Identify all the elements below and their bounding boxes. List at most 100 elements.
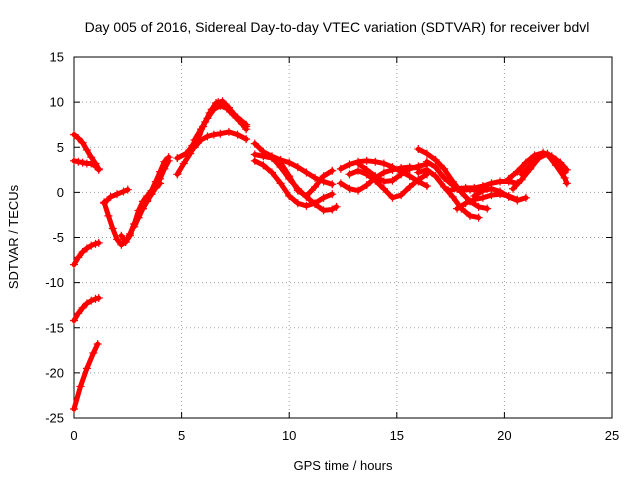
data-point xyxy=(74,309,83,318)
data-point xyxy=(431,172,440,181)
data-point xyxy=(405,164,414,173)
series-arc-g1 xyxy=(444,177,522,195)
data-point xyxy=(388,193,397,202)
data-point xyxy=(293,163,302,172)
data-point xyxy=(483,204,492,213)
y-axis-label: SDTVAR / TECUs xyxy=(6,184,21,289)
data-point xyxy=(513,196,522,205)
data-point xyxy=(345,160,354,169)
data-point xyxy=(74,134,83,143)
data-point xyxy=(70,316,78,325)
data-point xyxy=(216,129,225,138)
data-point xyxy=(87,241,96,250)
y-tick-label: -15 xyxy=(45,320,64,335)
data-point xyxy=(117,240,126,249)
data-point xyxy=(336,164,345,173)
data-point xyxy=(138,204,147,213)
data-point xyxy=(453,184,462,193)
y-tick-label: -5 xyxy=(52,230,64,245)
data-point xyxy=(422,149,431,158)
data-point xyxy=(267,153,276,162)
data-point xyxy=(151,182,160,191)
data-point xyxy=(302,192,311,201)
data-point xyxy=(440,173,449,182)
y-tick-label: 15 xyxy=(50,50,64,65)
data-point xyxy=(332,202,341,211)
data-point xyxy=(203,114,212,123)
data-point xyxy=(89,349,98,358)
series-trace xyxy=(252,158,335,209)
data-point xyxy=(534,152,543,161)
data-point xyxy=(285,191,294,200)
data-point xyxy=(354,166,363,175)
data-point xyxy=(487,184,496,193)
grid-lines xyxy=(74,57,612,418)
data-point xyxy=(414,145,423,154)
data-point xyxy=(470,191,479,200)
data-point xyxy=(196,125,205,134)
data-point xyxy=(461,183,470,192)
y-tick-label: 0 xyxy=(57,185,64,200)
data-point xyxy=(91,159,100,168)
series-arc-e3 xyxy=(345,166,431,202)
data-point xyxy=(94,164,103,173)
data-point xyxy=(70,130,78,139)
y-tick-labels: -25 -20 -15 -10 -5 0 5 10 15 xyxy=(45,50,64,426)
series-arc-b4 xyxy=(130,156,173,231)
data-point xyxy=(453,204,462,213)
data-point xyxy=(521,193,530,202)
data-point xyxy=(319,206,328,215)
series-arc-a3 xyxy=(70,238,103,269)
data-point xyxy=(405,172,414,181)
y-tick-label: -25 xyxy=(45,411,64,426)
axis-ticks xyxy=(73,56,613,419)
data-point xyxy=(328,180,337,189)
y-tick-label: 5 xyxy=(57,140,64,155)
series-arc-a2 xyxy=(70,293,103,325)
data-point xyxy=(70,156,78,165)
data-point xyxy=(354,159,363,168)
data-point xyxy=(188,141,197,150)
series-trace xyxy=(338,164,421,194)
data-point xyxy=(76,382,85,391)
y-tick-label: -10 xyxy=(45,275,64,290)
data-point xyxy=(388,176,397,185)
data-point xyxy=(134,213,143,222)
data-point xyxy=(119,187,128,196)
data-point xyxy=(216,101,225,110)
data-point xyxy=(345,170,354,179)
data-point xyxy=(302,201,311,210)
data-point xyxy=(181,150,190,159)
data-point xyxy=(496,187,505,196)
data-point xyxy=(74,253,83,262)
data-point xyxy=(448,192,457,201)
data-point xyxy=(113,235,122,244)
data-point xyxy=(496,177,505,186)
data-point xyxy=(233,130,242,139)
data-point xyxy=(209,105,218,114)
data-point xyxy=(328,205,337,214)
data-point xyxy=(100,198,109,207)
data-point xyxy=(242,122,251,131)
data-point xyxy=(543,150,552,159)
data-point xyxy=(209,130,218,139)
series-arc-g3 xyxy=(470,184,530,205)
data-point xyxy=(259,152,268,161)
series-arc-h3 xyxy=(517,150,571,188)
x-tick-label: 5 xyxy=(178,428,185,443)
data-point xyxy=(517,170,526,179)
x-tick-label: 20 xyxy=(497,428,511,443)
data-point xyxy=(93,339,102,348)
series-arc-c4 xyxy=(190,101,251,145)
data-point xyxy=(250,156,259,165)
data-point xyxy=(94,293,103,302)
data-point xyxy=(125,231,134,240)
data-point xyxy=(242,135,251,144)
data-point xyxy=(143,196,152,205)
data-point xyxy=(422,182,431,191)
data-point xyxy=(130,222,139,231)
data-point xyxy=(179,159,188,168)
data-point xyxy=(422,165,431,174)
data-point xyxy=(87,296,96,305)
data-point xyxy=(70,404,78,413)
